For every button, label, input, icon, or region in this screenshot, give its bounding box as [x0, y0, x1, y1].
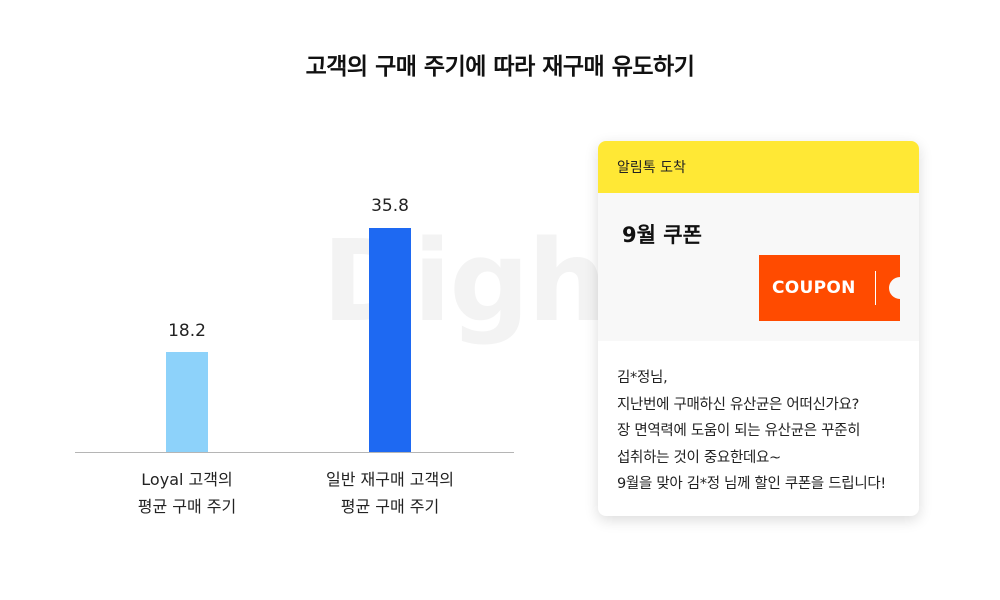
card-heading: 9월 쿠폰 [622, 223, 702, 247]
coupon-label: COUPON [772, 278, 856, 298]
category-label-general: 일반 재구매 고객의 평균 구매 주기 [280, 466, 500, 520]
category-label-line: 평균 구매 주기 [340, 497, 440, 516]
card-header: 알림톡 도착 [598, 141, 919, 193]
message-line: 9월을 맞아 김*정 님께 할인 쿠폰을 드립니다! [617, 476, 886, 492]
card-message: 김*정님, 지난번에 구매하신 유산균은 어떠신가요? 장 면역력에 도움이 되… [598, 341, 919, 498]
x-axis-line [75, 452, 514, 453]
coupon-notch-icon [889, 277, 911, 299]
bar-general [369, 228, 411, 452]
category-label-loyal: Loyal 고객의 평균 구매 주기 [77, 466, 297, 520]
category-label-line: Loyal 고객의 [141, 470, 233, 489]
coupon-divider [875, 271, 876, 305]
coupon-ticket[interactable]: COUPON [759, 255, 911, 321]
category-label-line: 일반 재구매 고객의 [326, 470, 454, 489]
bar-loyal [166, 352, 208, 452]
message-line: 지난번에 구매하신 유산균은 어떠신가요? [617, 396, 860, 413]
kakao-alimtalk-card: 알림톡 도착 9월 쿠폰 COUPON 김*정님, 지난번에 구매하신 유산균은… [598, 141, 919, 516]
card-header-label: 알림톡 도착 [617, 160, 686, 176]
category-label-line: 평균 구매 주기 [137, 497, 237, 516]
bar-value-loyal: 18.2 [168, 321, 206, 341]
page-title: 고객의 구매 주기에 따라 재구매 유도하기 [305, 54, 695, 80]
message-line: 김*정님, [617, 370, 668, 386]
bar-chart: 18.2 35.8 Loyal 고객의 평균 구매 주기 일반 재구매 고객의 … [75, 196, 514, 520]
message-line: 섭취하는 것이 중요한데요~ [617, 449, 781, 466]
card-coupon-section: 9월 쿠폰 COUPON [598, 193, 919, 341]
bar-value-general: 35.8 [371, 196, 409, 216]
message-line: 장 면역력에 도움이 되는 유산균은 꾸준히 [617, 423, 861, 439]
